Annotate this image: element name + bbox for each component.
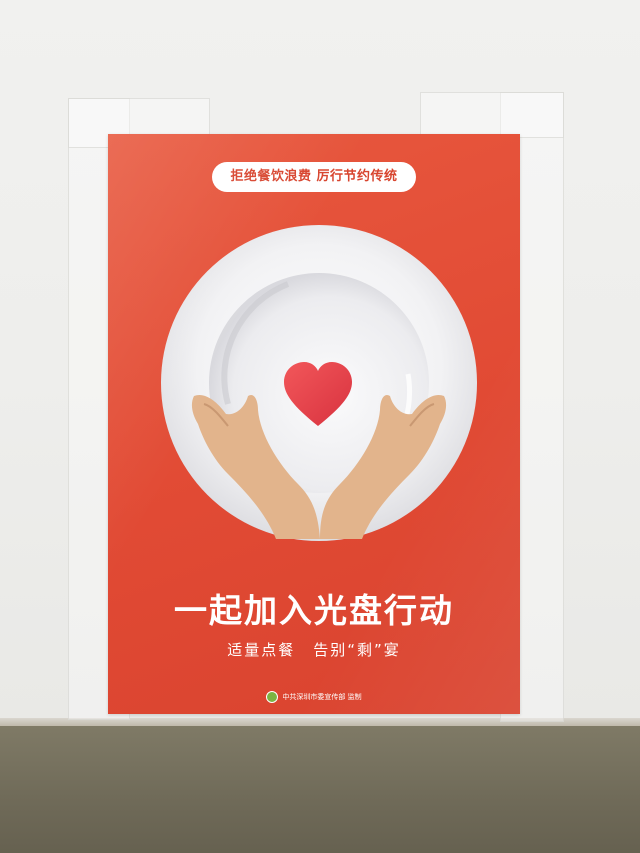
plate-illustration xyxy=(161,225,477,541)
subline-left: 适量点餐 xyxy=(227,641,296,659)
heart-icon xyxy=(284,362,352,426)
hands-icon xyxy=(191,394,447,539)
subline: 适量点餐 告别“剩”宴 xyxy=(108,639,520,660)
logo-icon xyxy=(266,691,279,703)
slogan-pill: 拒绝餐饮浪费 厉行节约传统 xyxy=(212,162,416,192)
headline: 一起加入光盘行动 xyxy=(174,591,454,630)
poster: 拒绝餐饮浪费 厉行节约传统 xyxy=(108,134,520,714)
wall-ledge xyxy=(0,718,640,726)
footer-text: 中共深圳市委宣传部 监制 xyxy=(282,693,362,701)
floor-background xyxy=(0,726,640,853)
subline-right: 告别“剩”宴 xyxy=(313,641,401,659)
footer: 中共深圳市委宣传部 监制 xyxy=(108,691,520,703)
tape-strip-top-right xyxy=(420,92,564,138)
slogan-text: 拒绝餐饮浪费 厉行节约传统 xyxy=(230,169,398,184)
